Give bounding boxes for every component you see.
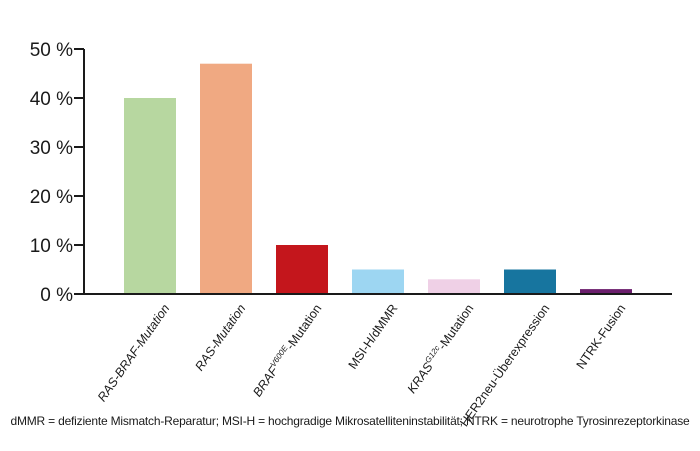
- x-tick-label: NTRK-Fusion: [574, 302, 629, 372]
- y-tick-label: 50 %: [30, 40, 73, 61]
- x-tick-label: RAS-BRAF-Mutation: [95, 302, 173, 405]
- bar: [428, 279, 480, 294]
- x-tick-label: MSI-H/dMMR: [346, 302, 401, 372]
- y-tick-label: 10 %: [30, 236, 73, 257]
- bar: [580, 289, 632, 294]
- y-tick-label: 30 %: [30, 138, 73, 159]
- bars: [124, 63, 632, 295]
- bar: [352, 269, 404, 294]
- y-tick-label: 0 %: [40, 285, 73, 306]
- x-tick-label: HER2neu-Überexpression: [457, 302, 552, 430]
- bar: [200, 63, 252, 295]
- x-tick-label: KRASG12c-Mutation: [404, 301, 477, 396]
- x-tick-label: RAS-Mutation: [192, 302, 248, 374]
- footnote: dMMR = defiziente Mismatch-Reparatur; MS…: [10, 414, 690, 428]
- x-tick-label: BRAFV600E-Mutation: [249, 301, 324, 399]
- bar: [124, 98, 176, 294]
- bar: [276, 245, 328, 294]
- y-tick-label: 40 %: [30, 89, 73, 110]
- bar: [504, 269, 556, 294]
- y-axis-ticks: 0 % 10 % 20 % 30 % 40 % 50 %: [30, 40, 84, 306]
- y-tick-label: 20 %: [30, 187, 73, 208]
- x-axis-labels: RAS-BRAF-Mutation RAS-MutationBRAFV600E-M…: [95, 301, 629, 430]
